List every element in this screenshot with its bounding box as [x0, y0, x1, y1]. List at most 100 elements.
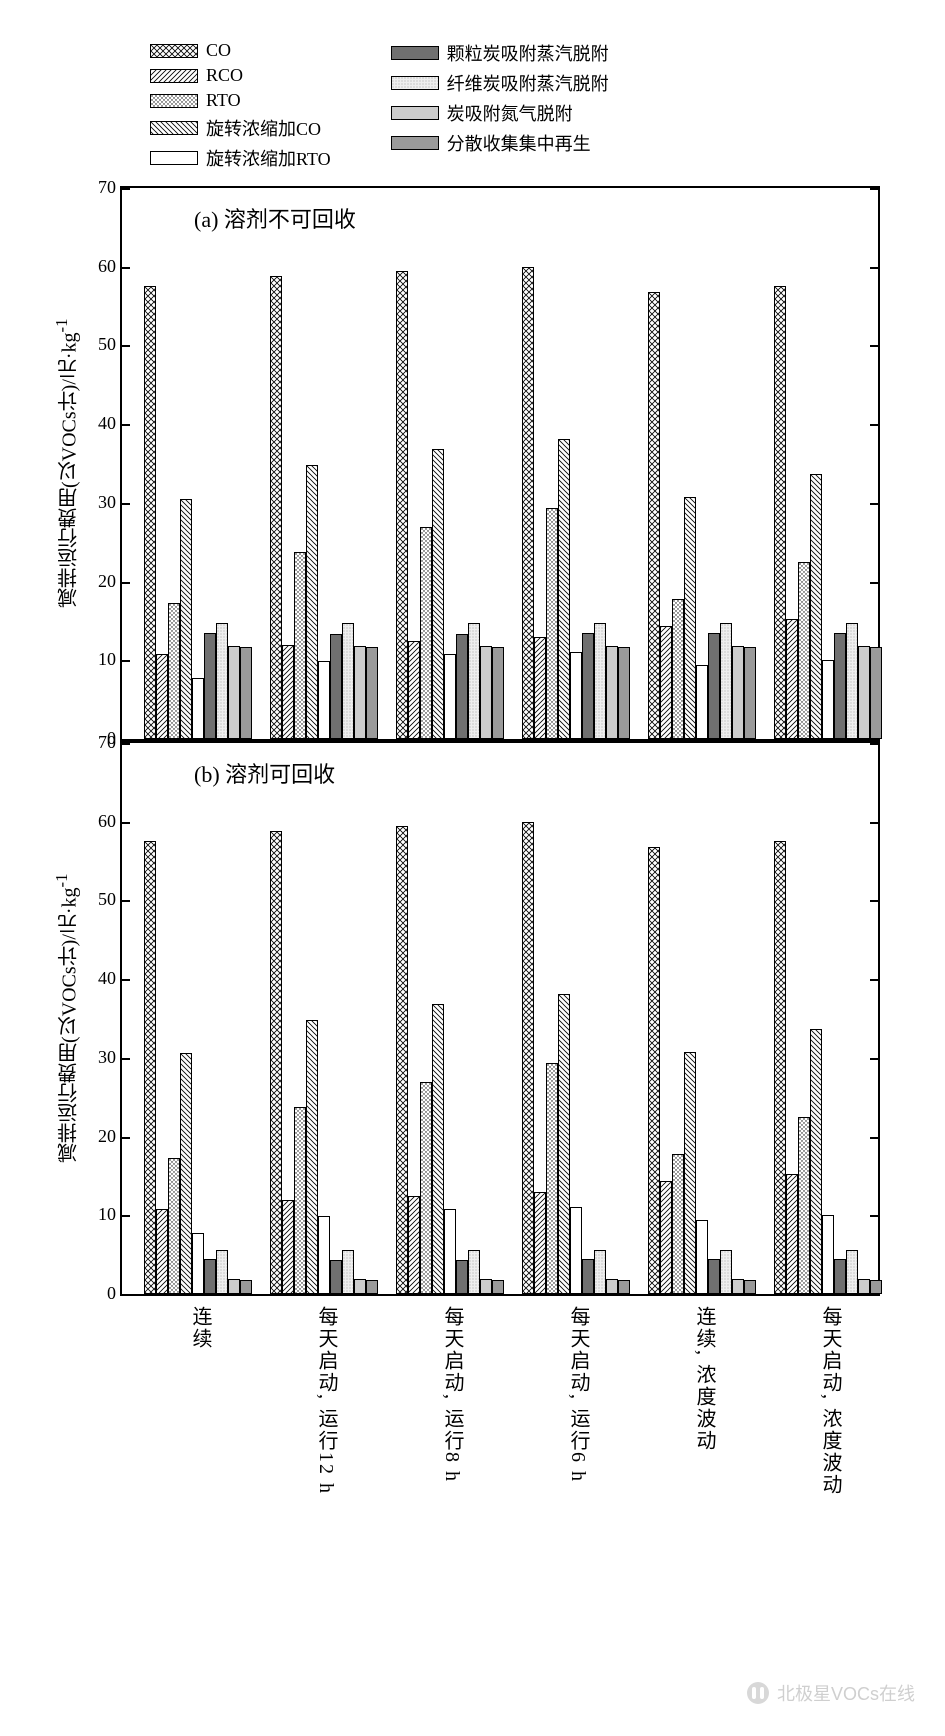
bar	[684, 497, 696, 739]
bar	[660, 1181, 672, 1294]
bar	[606, 646, 618, 739]
bar	[216, 623, 228, 739]
x-tick-label: 连续, 浓度波动	[690, 1306, 719, 1452]
bar	[192, 678, 204, 739]
legend-item: 炭吸附氮气脱附	[391, 100, 609, 126]
legend-label: CO	[206, 40, 231, 61]
bar	[420, 1082, 432, 1294]
bar	[492, 1280, 504, 1294]
bar	[546, 1063, 558, 1294]
bar	[786, 1174, 798, 1294]
bar-group	[522, 267, 630, 739]
y-tick-label: 20	[82, 1126, 116, 1147]
y-axis-label: 减排运行费用(以VOCs计)/元·kg-1	[52, 833, 80, 1203]
y-tick-label: 30	[82, 492, 116, 513]
y-tick-label: 50	[82, 889, 116, 910]
bar	[618, 1280, 630, 1294]
bar	[582, 1259, 594, 1294]
y-tick-label: 30	[82, 1047, 116, 1068]
bar	[720, 1250, 732, 1294]
legend-label: 分散收集集中再生	[447, 130, 591, 156]
bar	[432, 1004, 444, 1294]
bar	[354, 1279, 366, 1294]
bar	[672, 1154, 684, 1294]
bar	[810, 474, 822, 739]
legend-swatch	[150, 69, 198, 83]
bar	[618, 647, 630, 739]
legend-label: 旋转浓缩加CO	[206, 115, 321, 141]
bar	[408, 641, 420, 739]
legend-swatch	[150, 44, 198, 58]
bar	[306, 465, 318, 739]
bar	[660, 626, 672, 739]
bar	[858, 1279, 870, 1294]
legend-label: 颗粒炭吸附蒸汽脱附	[447, 40, 609, 66]
bar	[846, 623, 858, 739]
legend-item: 分散收集集中再生	[391, 130, 609, 156]
bar	[720, 623, 732, 739]
bar	[798, 562, 810, 739]
legend-swatch	[150, 151, 198, 165]
watermark-text: 北极星VOCs在线	[777, 1680, 915, 1706]
bar	[468, 1250, 480, 1294]
bar-group	[144, 841, 252, 1294]
bar	[732, 646, 744, 739]
bar-group	[774, 841, 882, 1294]
bar	[582, 633, 594, 739]
bar	[456, 634, 468, 739]
bar	[396, 271, 408, 739]
legend-col-1: CORCORTO旋转浓缩加CO旋转浓缩加RTO	[150, 40, 331, 171]
y-tick-label: 60	[82, 811, 116, 832]
bar	[444, 654, 456, 739]
bar	[444, 1209, 456, 1294]
legend-label: RCO	[206, 65, 243, 86]
bar	[180, 1053, 192, 1294]
legend-swatch	[391, 46, 439, 60]
legend-item: RTO	[150, 90, 331, 111]
bar	[558, 439, 570, 739]
bar	[354, 646, 366, 739]
bar	[306, 1020, 318, 1294]
legend-item: 颗粒炭吸附蒸汽脱附	[391, 40, 609, 66]
bar-group	[144, 286, 252, 739]
bar	[798, 1117, 810, 1294]
y-tick-label: 50	[82, 334, 116, 355]
chart-panel-b: (b) 溶剂可回收010203040506070减排运行费用(以VOCs计)/元…	[120, 741, 880, 1296]
legend-label: 纤维炭吸附蒸汽脱附	[447, 70, 609, 96]
legend-swatch	[391, 76, 439, 90]
legend-item: RCO	[150, 65, 331, 86]
bar	[216, 1250, 228, 1294]
bar	[522, 822, 534, 1294]
y-tick-label: 0	[82, 1283, 116, 1304]
watermark: 北极星VOCs在线	[747, 1680, 915, 1706]
y-tick-label: 40	[82, 413, 116, 434]
bar	[396, 826, 408, 1294]
bar	[522, 267, 534, 739]
bar	[648, 292, 660, 739]
bar	[708, 1259, 720, 1294]
bar	[744, 647, 756, 739]
x-axis-labels: 连续每天启动, 运行12 h每天启动, 运行8 h每天启动, 运行6 h连续, …	[120, 1296, 880, 1556]
legend-item: 纤维炭吸附蒸汽脱附	[391, 70, 609, 96]
x-tick-label: 连续	[186, 1306, 215, 1350]
bar	[432, 449, 444, 739]
bar-group	[774, 286, 882, 739]
bar	[282, 645, 294, 739]
bar	[204, 633, 216, 739]
bar	[846, 1250, 858, 1294]
bar	[240, 1280, 252, 1294]
bar	[282, 1200, 294, 1294]
bar	[870, 1280, 882, 1294]
bar	[606, 1279, 618, 1294]
bar	[294, 552, 306, 739]
y-tick-label: 10	[82, 1204, 116, 1225]
chart-panel-a: (a) 溶剂不可回收010203040506070减排运行费用(以VOCs计)/…	[120, 186, 880, 741]
x-tick-label: 每天启动, 运行6 h	[564, 1306, 593, 1483]
bar	[858, 646, 870, 739]
bar	[774, 286, 786, 739]
bar	[318, 1216, 330, 1294]
bar	[594, 1250, 606, 1294]
legend-item: CO	[150, 40, 331, 61]
bar	[270, 831, 282, 1294]
bar	[684, 1052, 696, 1294]
